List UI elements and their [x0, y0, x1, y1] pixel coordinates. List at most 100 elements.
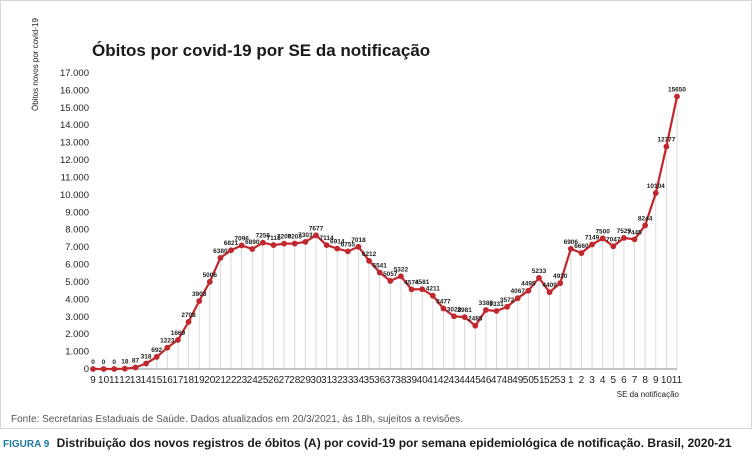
- x-tick-label: 10: [98, 375, 110, 386]
- data-point: [525, 287, 532, 294]
- data-label: 7047: [606, 236, 621, 243]
- x-tick-label: 28: [289, 375, 301, 386]
- data-point: [536, 274, 542, 281]
- y-tick-label: 7.000: [65, 242, 89, 253]
- data-point: [557, 280, 564, 287]
- data-point: [111, 366, 118, 372]
- data-point: [482, 307, 489, 313]
- data-point: [228, 247, 234, 254]
- x-tick-label: 20: [204, 375, 216, 386]
- data-point: [398, 273, 404, 280]
- data-point: [578, 250, 585, 256]
- data-point: [366, 257, 372, 264]
- y-tick-label: 6.000: [65, 260, 89, 271]
- data-point: [621, 235, 627, 241]
- data-point: [175, 337, 181, 343]
- data-label: 5006: [203, 272, 218, 279]
- x-tick-label: 9: [90, 375, 96, 386]
- x-tick-label: 3: [589, 375, 595, 386]
- y-tick-label: 16.000: [60, 85, 89, 96]
- x-tick-label: 26: [268, 375, 280, 386]
- data-label: 0: [91, 359, 95, 366]
- y-tick-label: 2.000: [65, 329, 89, 340]
- data-point: [589, 241, 595, 248]
- y-tick-label: 0: [84, 364, 89, 375]
- data-point: [270, 242, 277, 248]
- data-label: 7303: [298, 232, 313, 239]
- x-tick-label: 29: [300, 375, 312, 386]
- data-label: 6212: [362, 251, 377, 258]
- x-tick-label: 31: [321, 375, 333, 386]
- data-point: [281, 240, 288, 247]
- x-tick-label: 40: [417, 375, 429, 386]
- x-tick-label: 43: [448, 375, 460, 386]
- data-label: 4211: [426, 286, 440, 293]
- x-tick-label: 8: [642, 375, 648, 386]
- y-tick-label: 5.000: [65, 277, 89, 288]
- x-tick-label: 22: [225, 375, 237, 386]
- data-point: [610, 243, 617, 250]
- y-tick-label: 17.000: [60, 68, 89, 79]
- chart-panel: Óbitos por covid-19 por SE da notificaçã…: [0, 0, 752, 429]
- x-tick-label: 44: [459, 375, 471, 386]
- data-label: 692: [151, 347, 162, 354]
- x-tick-label: 27: [279, 375, 291, 386]
- data-point: [344, 248, 351, 255]
- data-label: 7114: [320, 235, 334, 242]
- data-label: 2708: [181, 312, 196, 319]
- data-label: 7203: [288, 234, 303, 241]
- x-tick-label: 25: [257, 375, 269, 386]
- x-tick-label: 52: [544, 375, 556, 386]
- data-point: [674, 93, 680, 100]
- data-label: 10104: [647, 183, 665, 190]
- data-label: 0: [102, 359, 106, 366]
- data-label: 6914: [330, 239, 345, 246]
- data-point: [121, 365, 128, 372]
- data-point: [302, 238, 309, 245]
- data-point: [249, 246, 256, 252]
- x-tick-label: 14: [141, 375, 153, 386]
- x-tick-label: 48: [502, 375, 514, 386]
- data-point: [514, 295, 521, 302]
- x-tick-label: 6: [621, 375, 627, 386]
- data-label: 1223: [160, 338, 175, 345]
- y-tick-label: 1.000: [65, 347, 89, 358]
- data-point: [546, 289, 553, 296]
- x-tick-label: 38: [395, 375, 407, 386]
- x-tick-label: 17: [172, 375, 184, 386]
- x-tick-label: 19: [194, 375, 206, 386]
- y-tick-label: 8.000: [65, 225, 89, 236]
- data-label: 8244: [638, 215, 653, 222]
- source-note: Fonte: Secretarias Estaduais de Saúde. D…: [11, 414, 463, 425]
- x-tick-label: 36: [374, 375, 386, 386]
- data-label: 7256: [256, 233, 271, 240]
- x-tick-label: 51: [533, 375, 545, 386]
- data-label: 2485: [468, 316, 483, 323]
- data-label: 7149: [585, 235, 600, 242]
- x-tick-label: 11: [672, 375, 683, 386]
- data-label: 4409: [542, 282, 557, 289]
- x-tick-label: 33: [342, 375, 354, 386]
- data-label: 3477: [436, 298, 451, 305]
- data-point: [238, 242, 245, 249]
- data-label: 12777: [657, 137, 675, 144]
- data-point: [196, 298, 203, 304]
- y-tick-label: 4.000: [65, 294, 89, 305]
- data-point: [90, 366, 96, 372]
- data-label: 7018: [351, 237, 366, 244]
- data-label: 318: [141, 353, 152, 360]
- y-tick-label: 14.000: [60, 120, 89, 131]
- data-label: 3572: [500, 297, 515, 304]
- data-point: [132, 364, 139, 371]
- x-tick-label: 45: [470, 375, 482, 386]
- data-label: 7529: [617, 228, 632, 235]
- x-tick-label: 4: [600, 375, 606, 386]
- x-tick-label: 46: [480, 375, 492, 386]
- data-label: 6821: [224, 240, 239, 247]
- data-label: 6906: [564, 239, 579, 246]
- data-label: 7096: [234, 235, 249, 242]
- line-chart: 01.0002.0003.0004.0005.0006.0007.0008.00…: [60, 68, 686, 399]
- x-tick-label: 24: [247, 375, 259, 386]
- x-tick-label: 12: [119, 375, 131, 386]
- data-label: 3903: [192, 291, 207, 298]
